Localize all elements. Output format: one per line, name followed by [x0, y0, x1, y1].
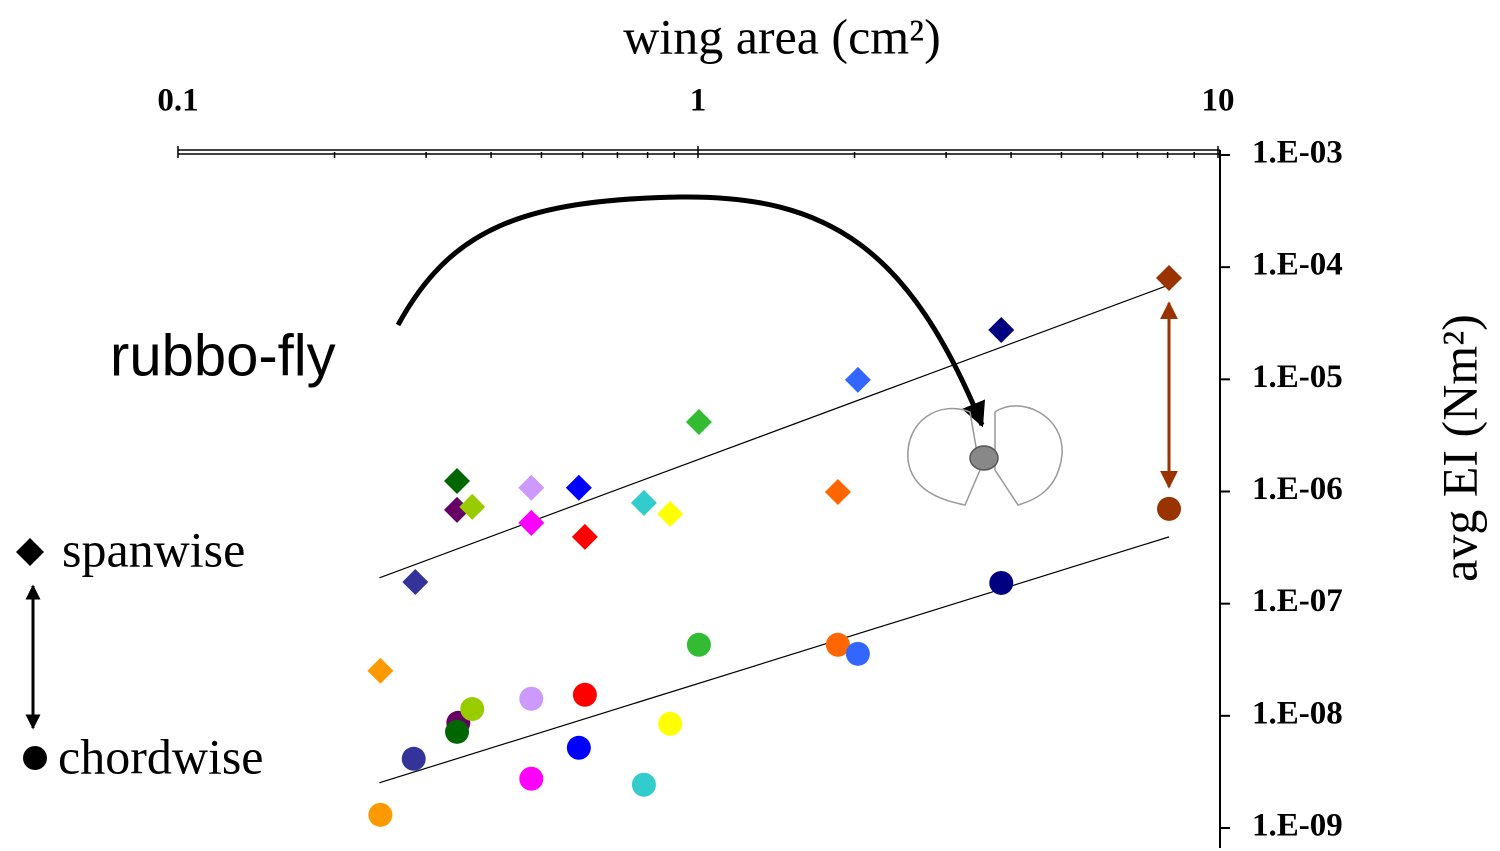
y-tick-label: 1.E-04: [1252, 247, 1343, 283]
diamond-point: [845, 367, 871, 393]
circle-point: [519, 687, 543, 711]
circle-point: [989, 571, 1013, 595]
y-axis-label: avg EI (Nm²): [1431, 314, 1487, 582]
circle-point: [846, 642, 870, 666]
diamond-point: [631, 490, 657, 516]
diamond-point: [518, 510, 544, 536]
y-tick-label: 1.E-05: [1252, 359, 1343, 395]
diamond-point: [444, 468, 470, 494]
circle-point: [567, 736, 591, 760]
trend-line: [379, 537, 1169, 783]
rubbo-fly-picture: [908, 406, 1062, 505]
y-tick-label: 1.E-08: [1252, 695, 1343, 731]
annotation-arrow: [398, 197, 982, 425]
circle-point: [1157, 497, 1181, 521]
circle-point: [687, 633, 711, 657]
diamond-point: [572, 524, 598, 550]
diamond-point: [988, 317, 1014, 343]
annotation: rubbo-fly: [110, 323, 336, 388]
trend-line: [379, 285, 1169, 578]
diamond-point: [657, 501, 683, 527]
circle-point: [402, 747, 426, 771]
y-tick-label: 1.E-09: [1252, 808, 1343, 844]
diamond-point: [367, 658, 393, 684]
page: {"chart_data": {"type": "scatter", "x_la…: [0, 0, 1500, 851]
legend-marker: [16, 538, 44, 566]
circle-point: [368, 803, 392, 827]
circle-point: [658, 712, 682, 736]
diamond-point: [566, 475, 592, 501]
circle-point: [519, 767, 543, 791]
y-tick-label: 1.E-07: [1252, 583, 1343, 619]
y-tick-label: 1.E-06: [1252, 471, 1343, 507]
diamond-point: [686, 409, 712, 435]
circle-point: [573, 683, 597, 707]
x-axis-label: wing area (cm²): [623, 8, 941, 64]
diamond-point: [825, 479, 851, 505]
x-tick-label: 0.1: [157, 83, 198, 119]
legend-label: spanwise: [62, 521, 245, 577]
legend-marker: [23, 746, 47, 770]
legend-label: chordwise: [58, 728, 264, 784]
x-tick-label: 10: [1202, 83, 1235, 119]
diamond-point: [402, 569, 428, 595]
diamond-point: [1156, 265, 1182, 291]
circle-point: [460, 697, 484, 721]
chart: wing area (cm²) avg EI (Nm²) rubbo-fly s…: [0, 0, 1500, 851]
y-tick-label: 1.E-03: [1252, 135, 1343, 171]
x-tick-label: 1: [690, 83, 707, 119]
diamond-point: [518, 475, 544, 501]
circle-point: [445, 720, 469, 744]
circle-point: [632, 773, 656, 797]
